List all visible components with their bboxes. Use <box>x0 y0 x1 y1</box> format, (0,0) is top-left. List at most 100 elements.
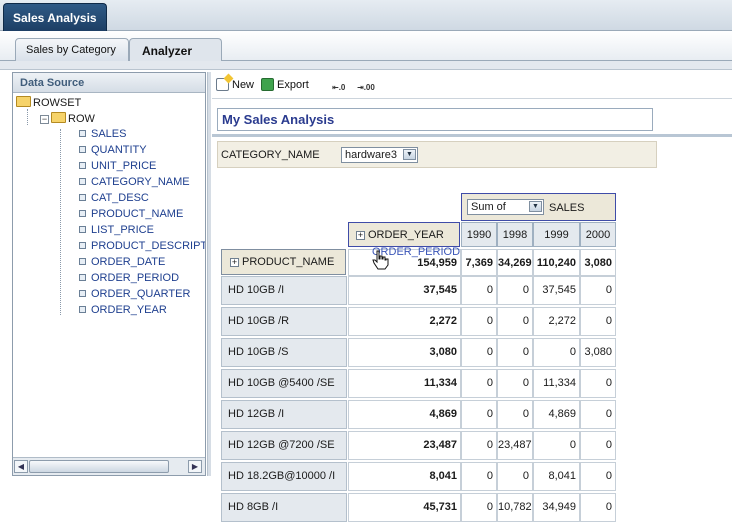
field-order-year[interactable]: ORDER_YEAR <box>79 304 167 320</box>
data-cell: 0 <box>497 400 533 429</box>
scroll-left-icon[interactable]: ◀ <box>14 460 28 473</box>
field-order-date[interactable]: ORDER_DATE <box>79 256 165 272</box>
tab-label: Sales by Category <box>26 44 116 56</box>
field-label: UNIT_PRICE <box>91 160 157 172</box>
data-cell: 0 <box>497 338 533 367</box>
row-header[interactable]: HD 10GB /S <box>221 338 347 367</box>
tab-sales-by-category[interactable]: Sales by Category <box>15 38 129 61</box>
horizontal-scrollbar[interactable]: ◀ ▶ <box>13 457 205 475</box>
year-total-cell: 110,240 <box>533 249 580 276</box>
year-total-cell: 34,269 <box>497 249 533 276</box>
data-cell: 0 <box>497 276 533 305</box>
new-button-label: New <box>232 79 255 91</box>
data-source-tree: ROWSET − ROW SALES QUANTITY UNIT_PRICE CA… <box>13 93 205 457</box>
field-order-period[interactable]: ORDER_PERIOD <box>79 272 179 288</box>
field-unit-price[interactable]: UNIT_PRICE <box>79 160 156 176</box>
toolbar: New Export ⇤.0 ⇥.00 <box>212 73 732 99</box>
year-header[interactable]: 2000 <box>580 222 616 247</box>
row-header[interactable]: HD 12GB /I <box>221 400 347 429</box>
aggregation-select[interactable]: Sum of ▼ <box>467 199 544 215</box>
field-icon <box>79 162 86 169</box>
tab-strip: Sales by Category Analyzer <box>0 31 732 61</box>
row-header[interactable]: HD 18.2GB@10000 /I <box>221 462 347 491</box>
row-total-cell: 8,041 <box>348 462 461 491</box>
column-field-header[interactable]: + ORDER_YEAR <box>348 222 460 247</box>
row-header[interactable]: HD 8GB /I <box>221 493 347 522</box>
field-sales[interactable]: SALES <box>79 128 126 144</box>
data-cell: 0 <box>580 462 616 491</box>
export-button-label: Export <box>277 79 309 91</box>
year-header[interactable]: 1998 <box>497 222 533 247</box>
data-cell: 8,041 <box>533 462 580 491</box>
page-item-label[interactable]: CATEGORY_NAME <box>221 149 320 161</box>
field-category-name[interactable]: CATEGORY_NAME <box>79 176 190 192</box>
new-button[interactable]: New <box>216 78 254 95</box>
data-source-header: Data Source <box>13 73 205 93</box>
field-product-name[interactable]: PRODUCT_NAME <box>79 208 183 224</box>
collapse-icon[interactable]: − <box>40 114 49 124</box>
data-cell: 0 <box>497 307 533 336</box>
year-header[interactable]: 1999 <box>533 222 580 247</box>
export-button[interactable]: Export <box>261 78 309 95</box>
field-label: ORDER_QUARTER <box>91 288 191 300</box>
increase-decimal-button[interactable]: ⇥.00 <box>357 78 375 95</box>
report-title[interactable]: My Sales Analysis <box>217 108 653 131</box>
data-cell: 0 <box>580 431 616 460</box>
field-icon <box>79 226 86 233</box>
field-icon <box>79 146 86 153</box>
tab-analyzer[interactable]: Analyzer <box>129 38 222 61</box>
increase-decimal-icon: ⇥.00 <box>357 83 375 92</box>
data-cell: 2,272 <box>533 307 580 336</box>
tree-connector <box>60 129 61 315</box>
drag-ghost-label: ORDER_PERIOD <box>372 246 461 258</box>
measure-field-label[interactable]: SALES <box>549 202 585 214</box>
field-icon <box>79 210 86 217</box>
field-list-price[interactable]: LIST_PRICE <box>79 224 154 240</box>
tab-content-strip <box>0 61 732 70</box>
data-cell: 0 <box>461 462 497 491</box>
field-label: PRODUCT_NAME <box>91 208 184 220</box>
row-header[interactable]: HD 10GB /R <box>221 307 347 336</box>
measure-area: Sum of ▼ SALES <box>461 193 616 221</box>
tree-node-row[interactable]: − ROW <box>40 112 95 128</box>
chevron-down-icon: ▼ <box>529 201 542 212</box>
scroll-right-icon[interactable]: ▶ <box>188 460 202 473</box>
column-field-button[interactable]: + ORDER_YEAR <box>356 229 444 241</box>
field-label: ORDER_DATE <box>91 256 166 268</box>
column-field-label: ORDER_YEAR <box>368 229 444 241</box>
field-order-quarter[interactable]: ORDER_QUARTER <box>79 288 190 304</box>
data-cell: 10,782 <box>497 493 533 522</box>
title-divider <box>212 134 732 137</box>
row-header[interactable]: HD 12GB @7200 /SE <box>221 431 347 460</box>
window-title: Sales Analysis <box>13 11 97 25</box>
field-label: QUANTITY <box>91 144 147 156</box>
panel-splitter[interactable] <box>207 72 211 476</box>
row-total-cell: 4,869 <box>348 400 461 429</box>
field-icon <box>79 274 86 281</box>
row-header[interactable]: HD 10GB /I <box>221 276 347 305</box>
title-bar: Sales Analysis <box>0 0 732 32</box>
field-quantity[interactable]: QUANTITY <box>79 144 147 160</box>
data-cell: 0 <box>461 431 497 460</box>
row-header[interactable]: HD 10GB @5400 /SE <box>221 369 347 398</box>
field-cat-desc[interactable]: CAT_DESC <box>79 192 149 208</box>
row-total-cell: 37,545 <box>348 276 461 305</box>
field-label: ORDER_YEAR <box>91 304 167 316</box>
category-select[interactable]: hardware3 ▼ <box>341 147 418 163</box>
year-total-cell: 7,369 <box>461 249 497 276</box>
grand-total-cell: 154,959 <box>348 249 461 276</box>
folder-open-icon <box>16 96 31 107</box>
window-title-tab[interactable]: Sales Analysis <box>3 3 107 32</box>
row-total-cell: 3,080 <box>348 338 461 367</box>
data-cell: 23,487 <box>497 431 533 460</box>
year-header[interactable]: 1990 <box>461 222 497 247</box>
scroll-thumb[interactable] <box>29 460 169 473</box>
data-cell: 3,080 <box>580 338 616 367</box>
decrease-decimal-button[interactable]: ⇤.0 <box>332 78 350 95</box>
data-cell: 0 <box>461 369 497 398</box>
tree-node-rowset[interactable]: ROWSET <box>16 96 81 112</box>
field-product-description[interactable]: PRODUCT_DESCRIPTIO <box>79 240 205 256</box>
aggregation-value: Sum of <box>471 201 506 213</box>
field-label: PRODUCT_DESCRIPTIO <box>91 240 205 252</box>
row-field-button[interactable]: + PRODUCT_NAME <box>221 249 346 275</box>
